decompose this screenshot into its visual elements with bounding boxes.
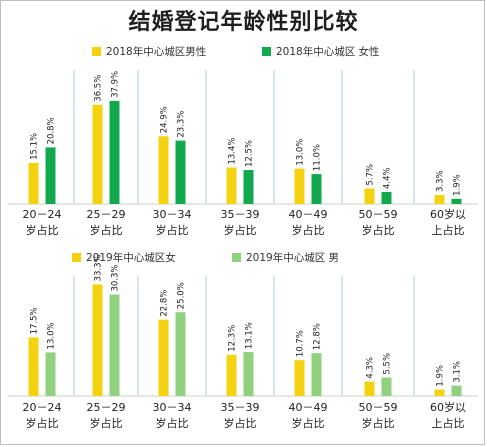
chart2-bar-s1-2: [92, 284, 103, 396]
chart1-bar-s2-6: [381, 192, 392, 204]
chart1-category-sublabel-3: 岁占比: [156, 223, 189, 237]
chart2-bar-s1-3: [158, 319, 169, 396]
chart1-data-label-s1-5: 13.0%: [296, 139, 306, 166]
chart1-data-label-s1-1: 15.1%: [30, 133, 40, 160]
chart2-bar-s1-4: [226, 354, 237, 396]
chart2-category-sublabel-4: 岁占比: [224, 416, 257, 430]
chart1-category-label-7: 60岁以: [430, 207, 466, 221]
chart2-data-label-s1-5: 10.7%: [296, 330, 306, 357]
chart2-category-sublabel-7: 上占比: [432, 416, 465, 430]
chart-title: 结婚登记年龄性别比较: [128, 10, 359, 35]
chart1-category-label-2: 25－29: [87, 208, 126, 221]
chart1-data-label-s2-5: 11.0%: [313, 144, 323, 171]
chart1-category-label-5: 40－49: [289, 208, 328, 221]
chart1-data-label-s2-3: 23.3%: [177, 111, 187, 138]
chart2-category-sublabel-2: 岁占比: [90, 416, 123, 430]
chart1-category-sublabel-5: 岁占比: [292, 223, 325, 237]
chart2-bar-s2-6: [381, 377, 392, 396]
chart1-data-label-s1-4: 13.4%: [228, 138, 238, 165]
chart2-legend-label-1: 2019年中心城区女: [86, 251, 176, 264]
chart1-category-label-3: 30－34: [153, 208, 192, 221]
chart2-legend-label-2: 2019年中心城区 男: [246, 251, 339, 264]
chart2-data-label-s1-3: 22.8%: [160, 290, 170, 317]
chart1-legend-swatch-1: [92, 47, 101, 56]
chart2-category-label-7: 60岁以: [430, 400, 466, 414]
chart2-data-label-s2-7: 3.1%: [453, 361, 463, 383]
chart1-category-sublabel-4: 岁占比: [224, 223, 257, 237]
chart2-data-label-s1-4: 12.3%: [228, 325, 238, 352]
chart2-category-label-6: 50－59: [359, 401, 398, 414]
chart1-data-label-s1-3: 24.9%: [160, 106, 170, 133]
chart2-data-label-s1-1: 17.5%: [30, 307, 40, 334]
chart2-bar-s1-1: [28, 337, 39, 396]
chart1-bar-s1-7: [434, 195, 445, 204]
chart2-category-label-2: 25－29: [87, 401, 126, 414]
chart1-category-label-6: 50－59: [359, 208, 398, 221]
chart2-data-label-s1-6: 4.3%: [366, 357, 376, 379]
chart1-legend-label-1: 2018年中心城区男性: [106, 45, 206, 58]
chart1-category-sublabel-7: 上占比: [432, 223, 465, 237]
chart1-category-label-1: 20－24: [23, 208, 62, 221]
chart2-bar-s1-5: [294, 360, 305, 396]
chart2-legend-swatch-1: [72, 253, 81, 262]
chart1-bar-s1-5: [294, 168, 305, 204]
chart2-bar-s1-7: [434, 389, 445, 396]
chart1-data-label-s2-7: 1.9%: [453, 174, 463, 196]
chart2-data-label-s1-2: 33.3%: [94, 254, 104, 281]
chart2-category-label-4: 35－39: [221, 401, 260, 414]
chart2-data-label-s2-1: 13.0%: [47, 322, 57, 349]
chart1-category-sublabel-6: 岁占比: [362, 223, 395, 237]
chart1-bar-s1-3: [158, 136, 169, 204]
chart2-bar-s2-3: [175, 312, 186, 396]
chart1-bar-s1-6: [364, 188, 375, 204]
chart1-category-sublabel-1: 岁占比: [26, 223, 59, 237]
chart2-data-label-s1-7: 1.9%: [436, 365, 446, 387]
chart2-category-sublabel-3: 岁占比: [156, 416, 189, 430]
chart1-data-label-s2-6: 4.4%: [383, 167, 393, 189]
chart1-data-label-s2-4: 12.5%: [245, 140, 255, 167]
chart2-data-label-s2-3: 25.0%: [177, 282, 187, 309]
chart1-data-label-s1-7: 3.3%: [436, 170, 446, 192]
chart1-bar-s2-2: [109, 100, 120, 204]
chart2-category-label-3: 30－34: [153, 401, 192, 414]
chart1-data-label-s2-2: 37.9%: [111, 71, 121, 98]
chart1-category-sublabel-2: 岁占比: [90, 223, 123, 237]
chart1-bar-s2-7: [451, 198, 462, 204]
chart2-bar-s2-5: [311, 353, 322, 396]
chart1-bar-s2-5: [311, 174, 322, 204]
chart1-data-label-s1-6: 5.7%: [366, 164, 376, 186]
chart2-category-label-5: 40－49: [289, 401, 328, 414]
chart2-category-sublabel-1: 岁占比: [26, 416, 59, 430]
chart2-category-label-1: 20－24: [23, 401, 62, 414]
chart2-bar-s2-1: [45, 352, 56, 396]
chart2-bar-s2-4: [243, 352, 254, 396]
chart2-bar-s2-2: [109, 294, 120, 396]
chart2-bar-s1-6: [364, 381, 375, 396]
chart1-bar-s1-4: [226, 167, 237, 204]
chart2-legend-swatch-2: [232, 253, 241, 262]
chart1-category-label-4: 35－39: [221, 208, 260, 221]
chart2-category-sublabel-6: 岁占比: [362, 416, 395, 430]
chart2-data-label-s2-6: 5.5%: [383, 353, 393, 375]
chart2-category-sublabel-5: 岁占比: [292, 416, 325, 430]
chart2-data-label-s2-4: 13.1%: [245, 322, 255, 349]
chart1-bar-s2-4: [243, 170, 254, 204]
chart2-data-label-s2-2: 30.3%: [111, 264, 121, 291]
chart1-legend-swatch-2: [262, 47, 271, 56]
chart1-data-label-s1-2: 36.5%: [94, 75, 104, 102]
chart1-bar-s1-2: [92, 104, 103, 204]
chart2-data-label-s2-5: 12.8%: [313, 323, 323, 350]
chart1-legend-label-2: 2018年中心城区 女性: [276, 45, 380, 58]
chart1-data-label-s2-1: 20.8%: [47, 117, 57, 144]
chart1-bar-s2-1: [45, 147, 56, 204]
chart1-bar-s1-1: [28, 162, 39, 204]
chart1-bar-s2-3: [175, 140, 186, 204]
chart2-bar-s2-7: [451, 385, 462, 396]
